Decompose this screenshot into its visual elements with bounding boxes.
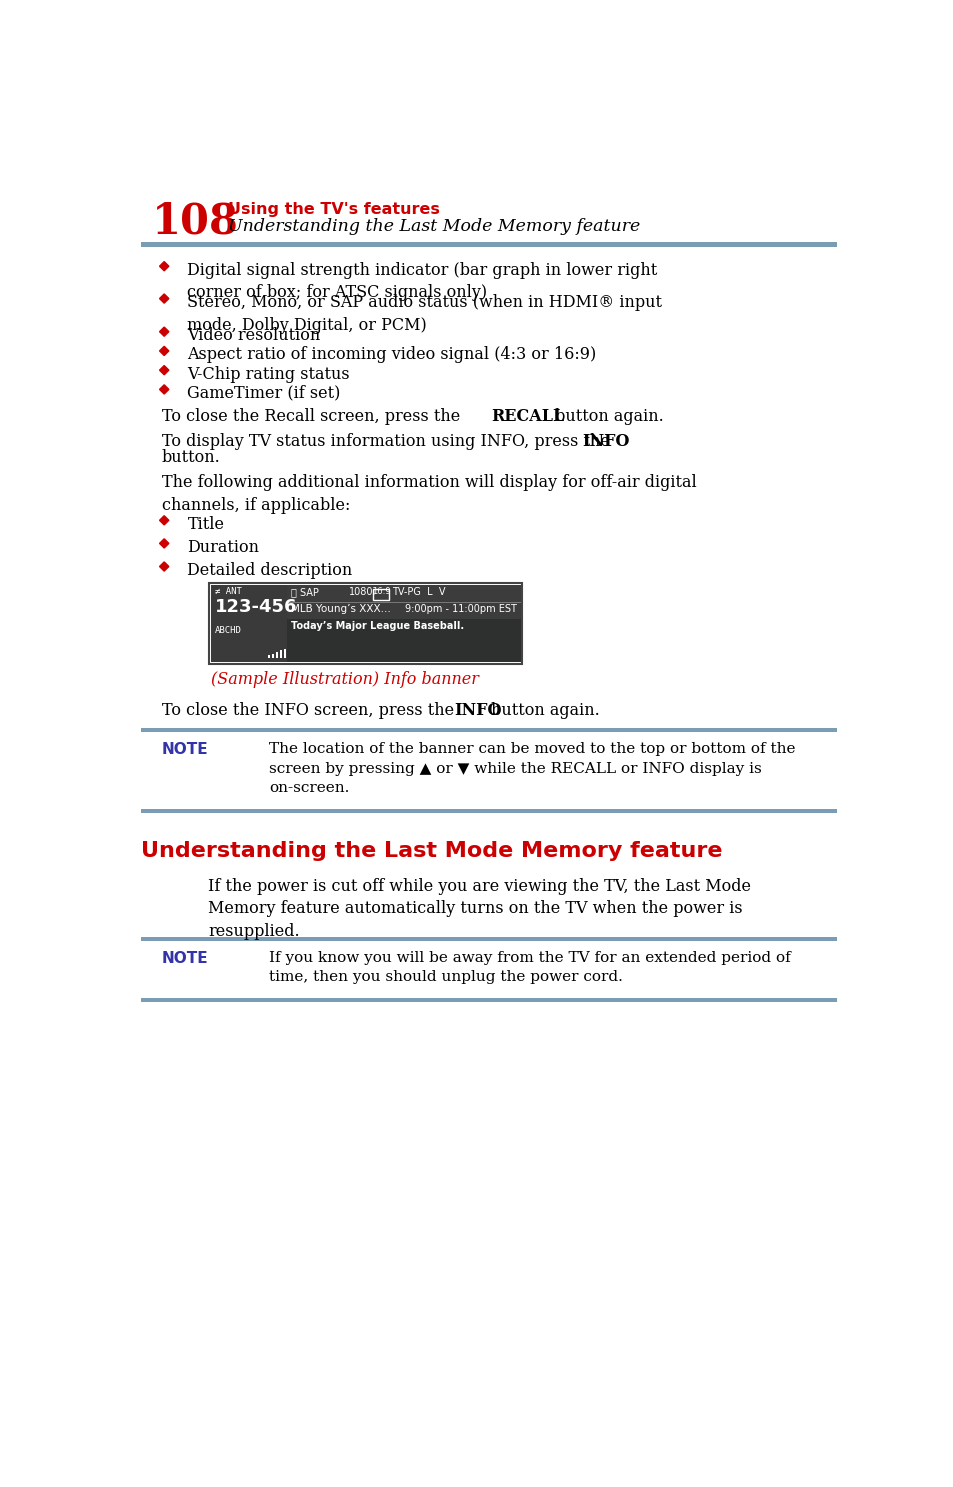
Text: Understanding the Last Mode Memory feature: Understanding the Last Mode Memory featu… (141, 840, 721, 861)
Text: ABCHD: ABCHD (214, 626, 241, 635)
Text: Duration: Duration (187, 538, 259, 556)
Text: Detailed description: Detailed description (187, 562, 353, 578)
Polygon shape (159, 562, 169, 571)
Text: INFO: INFO (582, 433, 630, 449)
Text: 1080i: 1080i (348, 587, 375, 598)
Text: The location of the banner can be moved to the top or bottom of the
screen by pr: The location of the banner can be moved … (269, 742, 795, 796)
Text: button again.: button again. (550, 407, 663, 425)
Text: GameTimer (if set): GameTimer (if set) (187, 385, 340, 401)
Text: 123-456: 123-456 (214, 598, 296, 616)
Text: Using the TV's features: Using the TV's features (228, 202, 439, 217)
Text: 108: 108 (152, 199, 238, 242)
Text: ≠ ANT: ≠ ANT (214, 587, 241, 596)
Polygon shape (159, 366, 169, 375)
Text: button again.: button again. (485, 702, 598, 720)
Bar (287, 584, 520, 662)
Bar (141, 241, 836, 247)
Bar (141, 937, 836, 941)
Text: Video resolution: Video resolution (187, 327, 320, 343)
Text: TV-PG  L  V: TV-PG L V (392, 587, 445, 598)
Bar (141, 809, 836, 813)
Text: Title: Title (187, 516, 224, 532)
Text: 9:00pm - 11:00pm EST: 9:00pm - 11:00pm EST (404, 604, 517, 614)
Polygon shape (159, 294, 169, 303)
Polygon shape (159, 327, 169, 336)
Bar (209, 583, 521, 663)
Bar (373, 589, 389, 599)
Text: If the power is cut off while you are viewing the TV, the Last Mode
Memory featu: If the power is cut off while you are vi… (208, 877, 751, 940)
Text: To close the Recall screen, press the: To close the Recall screen, press the (162, 407, 465, 425)
Bar (141, 998, 836, 1002)
Polygon shape (159, 346, 169, 355)
Text: INFO: INFO (454, 702, 501, 720)
Bar (275, 651, 278, 659)
Polygon shape (159, 262, 169, 271)
Text: If you know you will be away from the TV for an extended period of
time, then yo: If you know you will be away from the TV… (269, 950, 790, 984)
Text: To display TV status information using INFO, press the: To display TV status information using I… (162, 433, 615, 449)
Bar (287, 619, 520, 662)
Text: (Sample Illustration) Info banner: (Sample Illustration) Info banner (211, 671, 478, 688)
Text: The following additional information will display for off-air digital
channels, : The following additional information wil… (162, 474, 696, 515)
Polygon shape (159, 538, 169, 549)
Polygon shape (159, 516, 169, 525)
Text: NOTE: NOTE (162, 742, 209, 757)
Polygon shape (159, 385, 169, 394)
Text: button.: button. (162, 449, 220, 467)
Text: Aspect ratio of incoming video signal (4:3 or 16:9): Aspect ratio of incoming video signal (4… (187, 346, 596, 363)
Text: ⏰ SAP: ⏰ SAP (291, 587, 318, 598)
Bar (279, 650, 282, 659)
Bar (211, 584, 520, 662)
Text: Understanding the Last Mode Memory feature: Understanding the Last Mode Memory featu… (228, 219, 639, 235)
Bar (141, 729, 836, 732)
Bar (272, 653, 274, 659)
Bar (211, 584, 286, 662)
Text: Digital signal strength indicator (bar graph in lower right
corner of box; for A: Digital signal strength indicator (bar g… (187, 262, 657, 302)
Text: To close the INFO screen, press the: To close the INFO screen, press the (162, 702, 458, 720)
Text: MLB Young’s XXX...: MLB Young’s XXX... (291, 604, 390, 614)
Text: RECALL: RECALL (491, 407, 564, 425)
Bar (283, 648, 286, 659)
Bar (268, 656, 270, 659)
Text: NOTE: NOTE (162, 950, 209, 965)
Text: Today’s Major League Baseball.: Today’s Major League Baseball. (291, 622, 463, 630)
Text: Stereo, Mono, or SAP audio status (when in HDMI® input
mode, Dolby Digital, or P: Stereo, Mono, or SAP audio status (when … (187, 294, 661, 333)
Text: 16:9: 16:9 (372, 587, 390, 596)
Text: V-Chip rating status: V-Chip rating status (187, 366, 350, 382)
